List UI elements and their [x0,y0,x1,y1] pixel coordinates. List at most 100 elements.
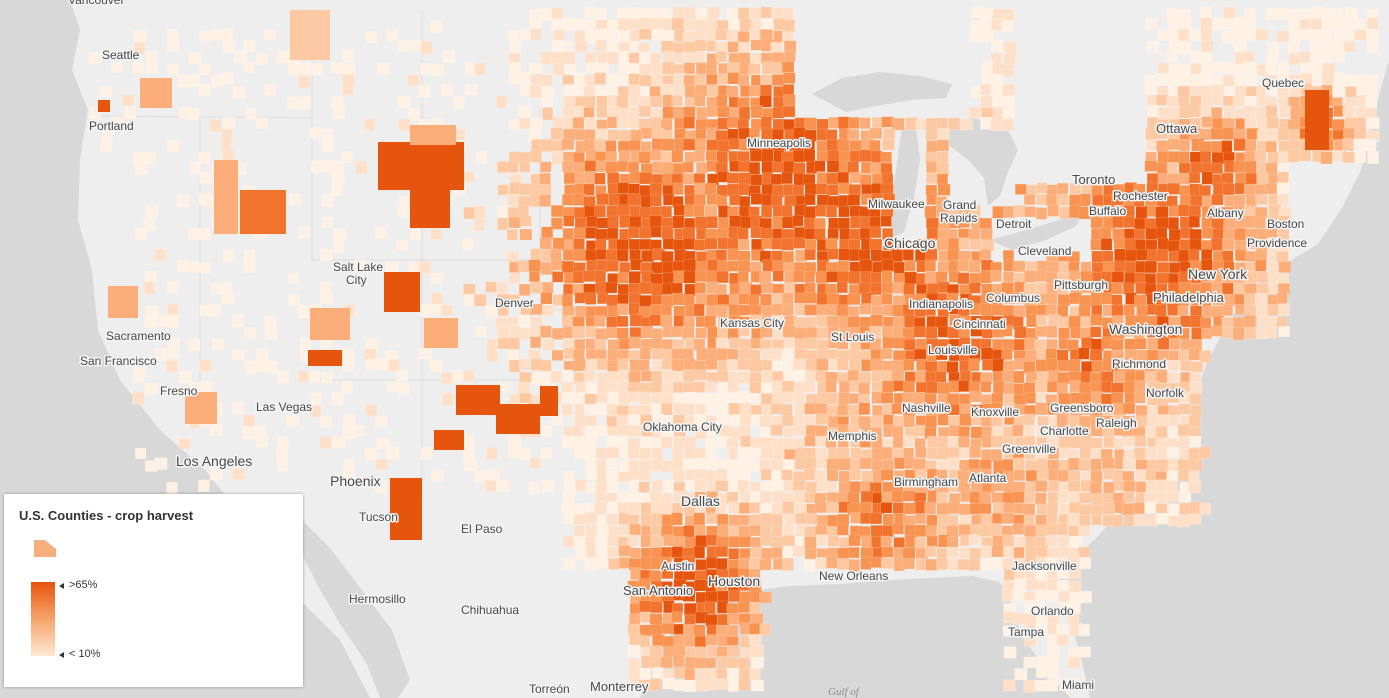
county-polygon[interactable] [804,249,816,261]
county-polygon[interactable] [827,248,839,260]
county-polygon[interactable] [1057,536,1069,548]
county-polygon[interactable] [585,358,597,371]
county-polygon[interactable] [1210,325,1223,337]
county-polygon[interactable] [486,338,498,352]
county-polygon[interactable] [583,139,596,152]
county-polygon[interactable] [606,260,619,272]
county-polygon[interactable] [276,458,288,472]
county-polygon[interactable] [672,42,684,55]
county-polygon[interactable] [1189,393,1202,405]
county-polygon[interactable] [1265,226,1278,238]
county-polygon[interactable] [530,336,542,349]
county-polygon[interactable] [1123,480,1136,493]
county-polygon[interactable] [1265,183,1278,195]
county-polygon[interactable] [1157,237,1169,250]
county-polygon[interactable] [1332,150,1345,162]
county-polygon[interactable] [649,656,663,668]
county-polygon[interactable] [892,435,904,449]
county-polygon[interactable] [1305,90,1329,150]
county-polygon[interactable] [1188,249,1200,262]
county-polygon[interactable] [1056,193,1069,206]
county-polygon[interactable] [551,349,564,361]
county-polygon[interactable] [605,140,617,154]
county-polygon[interactable] [682,403,695,416]
county-polygon[interactable] [508,435,522,447]
county-polygon[interactable] [606,316,618,329]
county-polygon[interactable] [804,117,817,131]
county-polygon[interactable] [1124,237,1137,251]
county-polygon[interactable] [584,129,596,141]
county-polygon[interactable] [738,391,751,404]
county-polygon[interactable] [209,468,223,481]
county-polygon[interactable] [1168,415,1180,428]
county-polygon[interactable] [541,226,554,239]
county-polygon[interactable] [737,479,749,493]
county-polygon[interactable] [1014,536,1026,549]
county-polygon[interactable] [706,512,719,524]
county-polygon[interactable] [694,282,707,294]
county-polygon[interactable] [771,74,784,86]
county-polygon[interactable] [903,381,915,393]
county-polygon[interactable] [751,657,764,669]
county-polygon[interactable] [806,513,818,525]
county-polygon[interactable] [595,424,608,437]
county-polygon[interactable] [991,19,1003,31]
county-polygon[interactable] [1002,20,1014,32]
county-polygon[interactable] [749,150,763,162]
county-polygon[interactable] [1243,51,1255,64]
county-polygon[interactable] [462,171,476,183]
county-polygon[interactable] [737,657,750,670]
county-polygon[interactable] [1289,29,1302,43]
county-polygon[interactable] [1002,625,1016,637]
county-polygon[interactable] [673,536,686,548]
county-polygon[interactable] [783,72,796,84]
county-polygon[interactable] [595,535,608,547]
county-polygon[interactable] [320,338,332,352]
county-polygon[interactable] [507,294,520,307]
county-polygon[interactable] [167,281,179,293]
county-polygon[interactable] [683,503,696,516]
county-polygon[interactable] [849,359,861,372]
county-polygon[interactable] [1158,29,1170,41]
county-polygon[interactable] [980,95,993,108]
county-polygon[interactable] [651,328,663,340]
county-polygon[interactable] [1144,273,1157,285]
county-polygon[interactable] [485,480,497,492]
county-polygon[interactable] [969,547,982,561]
county-polygon[interactable] [902,435,914,448]
county-polygon[interactable] [1069,380,1081,393]
county-polygon[interactable] [1188,480,1202,494]
county-polygon[interactable] [683,679,696,692]
county-polygon[interactable] [705,305,719,318]
county-polygon[interactable] [574,305,588,318]
county-polygon[interactable] [264,29,276,41]
county-polygon[interactable] [519,28,532,41]
county-polygon[interactable] [430,19,442,33]
county-polygon[interactable] [1003,646,1017,659]
county-polygon[interactable] [1057,372,1071,385]
county-polygon[interactable] [651,513,664,526]
county-polygon[interactable] [880,348,893,360]
county-polygon[interactable] [575,40,588,53]
county-polygon[interactable] [639,281,652,295]
county-polygon[interactable] [210,29,223,41]
county-polygon[interactable] [860,512,872,524]
county-polygon[interactable] [1222,183,1235,196]
county-polygon[interactable] [805,481,818,495]
county-polygon[interactable] [947,436,960,449]
county-polygon[interactable] [617,283,630,296]
county-polygon[interactable] [870,272,882,285]
county-polygon[interactable] [958,216,970,228]
county-polygon[interactable] [693,204,705,218]
county-polygon[interactable] [649,314,662,327]
county-polygon[interactable] [607,129,621,141]
county-polygon[interactable] [474,470,486,483]
county-polygon[interactable] [728,536,741,548]
county-polygon[interactable] [583,96,596,108]
county-polygon[interactable] [1124,260,1138,273]
county-polygon[interactable] [1310,6,1324,20]
county-polygon[interactable] [1244,326,1257,340]
county-polygon[interactable] [497,338,510,350]
county-polygon[interactable] [683,316,695,329]
county-polygon[interactable] [506,229,519,241]
